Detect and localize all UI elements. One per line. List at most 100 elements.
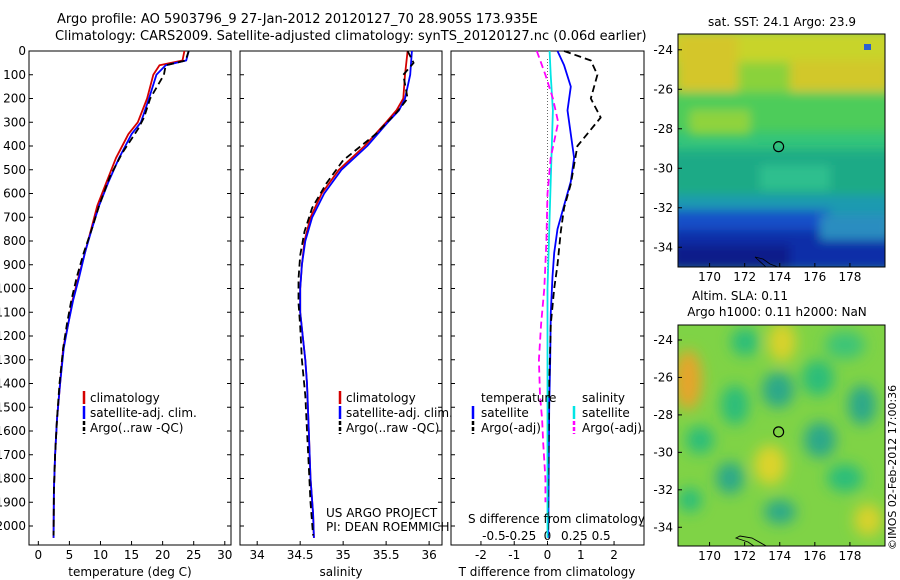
s-difference-axis-title: S difference from climatology xyxy=(468,512,645,526)
map-lat-label: -24 xyxy=(653,333,673,347)
x-tick-label: 15 xyxy=(124,548,139,562)
map-lon-label: 176 xyxy=(803,270,826,284)
map-lat-label: -28 xyxy=(653,122,673,136)
x-tick-label: 35 xyxy=(336,548,351,562)
map-lon-label: 174 xyxy=(768,549,791,563)
legend-argo-label: Argo(..raw -QC) xyxy=(346,421,439,435)
sla-map-title-line1: Altim. SLA: 0.11 xyxy=(692,289,788,303)
x-tick-label: 1 xyxy=(577,548,585,562)
map-lon-label: 170 xyxy=(698,270,721,284)
salinity-legend: climatology satellite-adj. clim. Argo(..… xyxy=(338,391,453,435)
depth-tick-label: 500 xyxy=(3,163,26,177)
legend-temperature-title: temperature xyxy=(481,391,556,405)
depth-tick-label: 1400 xyxy=(0,377,26,391)
figure-title-line1: Argo profile: AO 5903796_9 27-Jan-2012 2… xyxy=(57,12,538,27)
sla-map: Altim. SLA: 0.11 Argo h1000: 0.11 h2000:… xyxy=(653,289,899,563)
map-lon-label: 174 xyxy=(768,270,791,284)
legend-s-argo-label: Argo(-adj) xyxy=(582,421,642,435)
x-tick-label: 2 xyxy=(610,548,618,562)
depth-tick-label: 0 xyxy=(18,44,26,58)
imos-credit: ©IMOS 02-Feb-2012 17:00:36 xyxy=(886,385,899,550)
x-tick-label: 25 xyxy=(186,548,201,562)
depth-tick-label: 1200 xyxy=(0,329,26,343)
map-lat-label: -32 xyxy=(653,201,673,215)
depth-tick-label: 700 xyxy=(3,210,26,224)
legend-satellite-label: satellite-adj. clim. xyxy=(90,406,197,420)
depth-tick-label: 1800 xyxy=(0,472,26,486)
depth-tick-label: 200 xyxy=(3,92,26,106)
salinity-axis-label: salinity xyxy=(319,565,362,579)
map-lat-label: -34 xyxy=(653,520,673,534)
depth-tick-label: 1900 xyxy=(0,495,26,509)
temperature-axis-label: temperature (deg C) xyxy=(68,565,191,579)
depth-tick-label: 900 xyxy=(3,258,26,272)
map-lon-label: 172 xyxy=(733,549,756,563)
x-tick-label: 5 xyxy=(66,548,74,562)
depth-tick-label: 400 xyxy=(3,139,26,153)
series-line-satellite xyxy=(546,50,554,538)
argo-location-marker xyxy=(773,141,785,153)
series-line-climatology xyxy=(299,50,409,538)
depth-tick-label: 800 xyxy=(3,234,26,248)
legend-argo-label: Argo(..raw -QC) xyxy=(90,421,183,435)
depth-tick-label: 300 xyxy=(3,115,26,129)
map-lat-label: -24 xyxy=(653,43,673,57)
x-tick-label: -1 xyxy=(508,548,520,562)
x-tick-label: 0 xyxy=(544,548,552,562)
map-lat-label: -30 xyxy=(653,161,673,175)
temperature-panel-frame xyxy=(28,50,232,546)
sla-map-frame xyxy=(677,324,886,547)
series-line-argo-raw-qc- xyxy=(297,50,415,536)
legend-s-satellite-label: satellite xyxy=(582,406,630,420)
x-tick-label: 34 xyxy=(250,548,265,562)
sla-map-title-line2: Argo h1000: 0.11 h2000: NaN xyxy=(687,305,867,319)
depth-tick-label: 1000 xyxy=(0,282,26,296)
legend-salinity-title: salinity xyxy=(582,391,625,405)
difference-legend: temperature satellite Argo(-adj) salinit… xyxy=(471,391,642,435)
x-tick-label: 34.5 xyxy=(287,548,314,562)
depth-tick-label: 2000 xyxy=(0,519,26,533)
map-lon-label: 172 xyxy=(733,270,756,284)
legend-satellite-label: satellite-adj. clim. xyxy=(346,406,453,420)
temperature-legend: climatology satellite-adj. clim. Argo(..… xyxy=(82,391,197,435)
map-lat-label: -28 xyxy=(653,408,673,422)
salinity-panel-frame xyxy=(239,50,443,546)
legend-climatology-label: climatology xyxy=(90,391,160,405)
series-line-satellite xyxy=(547,50,575,538)
series-line-satellite-adj-clim- xyxy=(299,50,413,538)
depth-tick-label: 600 xyxy=(3,187,26,201)
depth-tick-label: 1700 xyxy=(0,448,26,462)
series-line-argo-adj- xyxy=(547,50,602,536)
x-tick-label: -2 xyxy=(475,548,487,562)
s-diff-tick-label: -0.5 xyxy=(482,529,505,543)
project-annotation: US ARGO PROJECT xyxy=(326,506,438,520)
x-tick-label: 36 xyxy=(421,548,436,562)
t-difference-axis-label: T difference from climatology xyxy=(458,565,636,579)
depth-tick-label: 1100 xyxy=(0,305,26,319)
depth-tick-label: 100 xyxy=(3,68,26,82)
sst-map-frame xyxy=(677,33,886,268)
argo-location-marker xyxy=(773,426,785,438)
map-lon-label: 178 xyxy=(838,549,861,563)
map-lat-label: -26 xyxy=(653,370,673,384)
sst-map-title: sat. SST: 24.1 Argo: 23.9 xyxy=(708,15,856,29)
x-tick-label: 35.5 xyxy=(373,548,400,562)
pi-annotation: PI: DEAN ROEMMICH xyxy=(326,520,449,534)
sst-map: sat. SST: 24.1 Argo: 23.9 xyxy=(653,15,886,284)
series-line-satellite-adj-clim- xyxy=(52,50,190,538)
legend-climatology-label: climatology xyxy=(346,391,416,405)
map-lon-label: 178 xyxy=(838,270,861,284)
x-tick-label: 20 xyxy=(155,548,170,562)
x-tick-label: 30 xyxy=(217,548,232,562)
depth-tick-label: 1300 xyxy=(0,353,26,367)
series-line-argo-adj- xyxy=(535,50,560,503)
depth-tick-label: 1600 xyxy=(0,424,26,438)
map-lon-label: 176 xyxy=(803,549,826,563)
figure-title-line2: Climatology: CARS2009. Satellite-adjuste… xyxy=(55,29,647,44)
s-diff-tick-label: -0.25 xyxy=(505,529,536,543)
map-lat-label: -30 xyxy=(653,445,673,459)
legend-t-satellite-label: satellite xyxy=(481,406,529,420)
map-lat-label: -34 xyxy=(653,240,673,254)
legend-t-argo-label: Argo(-adj) xyxy=(481,421,541,435)
